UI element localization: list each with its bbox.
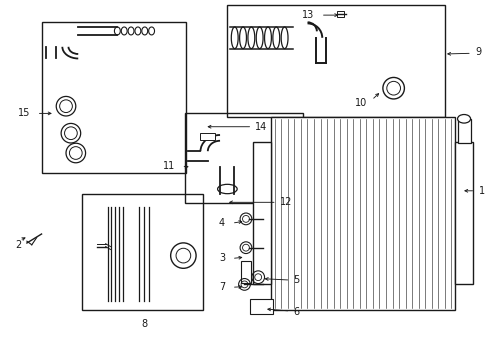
Bar	[337, 11, 344, 17]
Bar	[454, 142, 472, 284]
Bar	[200, 133, 215, 140]
Text: 6: 6	[293, 307, 299, 318]
Text: 2: 2	[16, 240, 22, 250]
Text: 11: 11	[163, 161, 175, 171]
Bar	[82, 194, 203, 310]
Ellipse shape	[457, 114, 469, 123]
Bar	[457, 119, 469, 143]
Text: 7: 7	[218, 282, 224, 292]
Bar	[252, 142, 271, 284]
Text: 14: 14	[255, 122, 267, 132]
Text: 4: 4	[218, 218, 224, 228]
Text: 5: 5	[293, 275, 299, 285]
Text: 8: 8	[141, 319, 147, 329]
Text: 15: 15	[18, 108, 30, 118]
Text: 3: 3	[218, 253, 224, 264]
Bar	[227, 5, 444, 117]
Text: 1: 1	[478, 186, 485, 196]
Text: 9: 9	[474, 47, 481, 57]
Bar	[41, 22, 185, 173]
Bar	[249, 299, 273, 314]
Text: 12: 12	[279, 197, 291, 207]
Text: 13: 13	[301, 10, 313, 20]
Bar	[271, 117, 454, 310]
Bar	[240, 261, 251, 283]
Text: 10: 10	[354, 98, 366, 108]
Bar	[184, 113, 303, 203]
